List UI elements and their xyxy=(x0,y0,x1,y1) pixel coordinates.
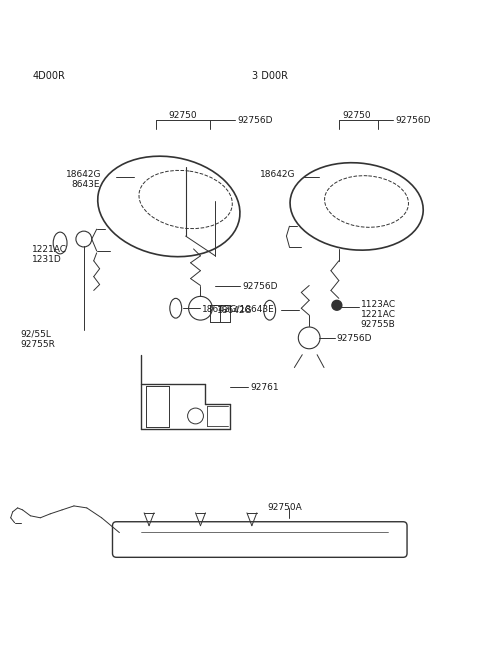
Text: 92755B: 92755B xyxy=(360,320,396,329)
Text: 1231D: 1231D xyxy=(33,255,62,264)
Circle shape xyxy=(332,300,342,310)
Text: 92/55L: 92/55L xyxy=(21,330,51,339)
Text: 4D00R: 4D00R xyxy=(33,71,65,81)
Text: 92756D: 92756D xyxy=(337,334,372,343)
Text: 18642G: 18642G xyxy=(66,170,102,179)
Text: 92750A: 92750A xyxy=(268,503,302,512)
Text: 92750: 92750 xyxy=(343,110,372,120)
Text: 92755R: 92755R xyxy=(21,340,56,349)
Text: 3 D00R: 3 D00R xyxy=(252,71,288,81)
Text: 1221AC: 1221AC xyxy=(33,245,67,254)
Text: 1123AC: 1123AC xyxy=(360,300,396,309)
Text: 18642G: 18642G xyxy=(217,306,253,315)
Text: 92756D: 92756D xyxy=(242,282,277,290)
Text: 18642G: 18642G xyxy=(260,170,295,179)
Text: 92756D: 92756D xyxy=(395,116,431,125)
Text: 1221AC: 1221AC xyxy=(360,310,396,319)
Text: 92761: 92761 xyxy=(250,383,278,392)
Text: 92750: 92750 xyxy=(169,110,197,120)
Text: 18642G/18643E: 18642G/18643E xyxy=(203,304,275,313)
Text: 8643E: 8643E xyxy=(71,180,99,189)
Text: 92756D: 92756D xyxy=(237,116,273,125)
